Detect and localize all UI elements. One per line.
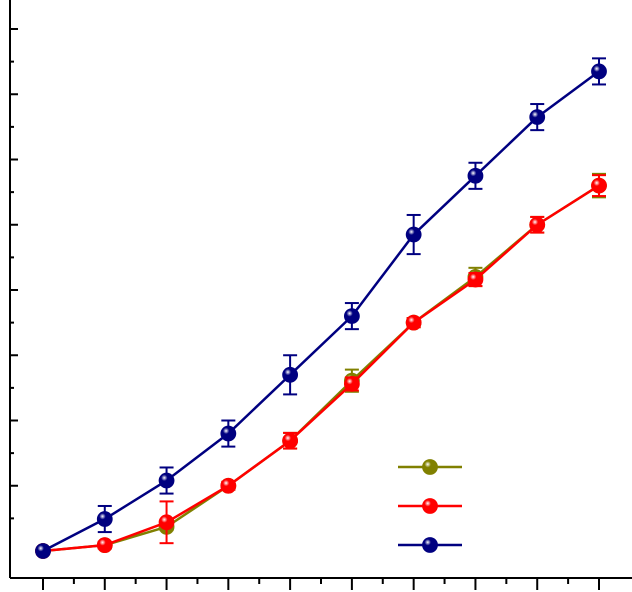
legend-entry-2 [398,498,462,514]
data-point [35,543,51,559]
data-point [467,167,484,184]
data-point [591,63,607,80]
legend-marker [422,459,438,475]
series-line [42,184,600,553]
legend-entry-3 [398,537,462,553]
data-point [158,514,175,531]
series-line [42,70,600,553]
y-ticks [10,28,18,520]
data-point [591,177,607,194]
series-line [42,184,600,553]
plot-area [35,57,607,559]
data-point [529,109,546,125]
series-2 [35,174,607,559]
data-point [220,477,237,494]
data-point [282,432,299,449]
data-point [529,216,546,233]
series-1 [35,172,607,559]
legend [398,459,462,553]
data-point [405,226,422,243]
data-point [343,308,360,325]
data-point [343,376,360,392]
x-ticks [42,578,600,590]
data-point [467,271,484,288]
data-point [96,511,113,527]
data-point [158,472,175,489]
legend-marker [422,498,438,514]
series-3 [35,57,607,559]
legend-entry-1 [398,459,462,475]
legend-marker [422,537,438,553]
data-point [220,425,237,442]
axes [9,0,632,590]
data-point [405,314,422,331]
data-point [282,366,299,383]
data-point [96,537,113,554]
